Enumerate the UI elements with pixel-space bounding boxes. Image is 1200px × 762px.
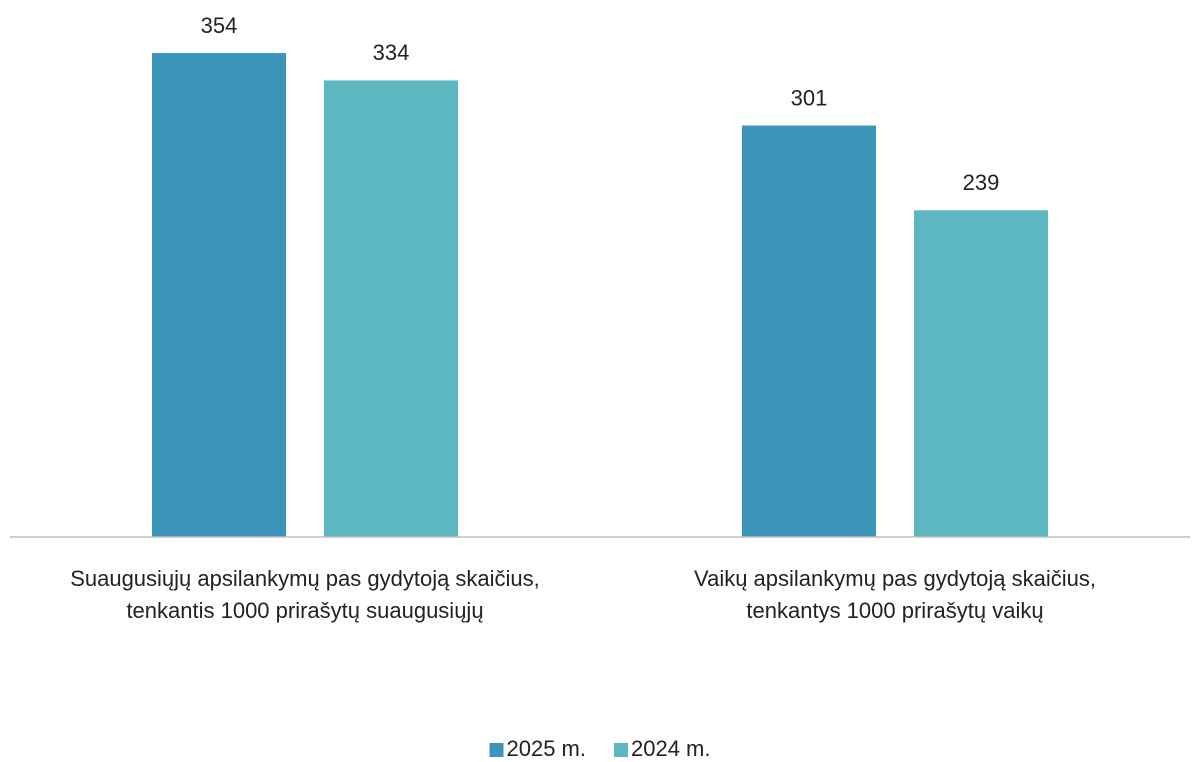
legend-swatch [489, 743, 504, 757]
x-tick-label: Suaugusiųjų apsilankymų pas gydytoją ska… [70, 566, 540, 591]
value-label: 301 [791, 85, 828, 110]
bar [742, 125, 876, 538]
x-tick-label: tenkantis 1000 prirašytų suaugusiųjų [126, 598, 483, 623]
bar [152, 53, 286, 537]
legend-swatch [614, 743, 628, 757]
legend-label: 2024 m. [631, 736, 711, 761]
bar [914, 210, 1048, 538]
value-label: 354 [201, 13, 238, 38]
x-tick-label: Vaikų apsilankymų pas gydytoją skaičius, [694, 566, 1096, 591]
bar [324, 80, 458, 537]
legend-label: 2025 m. [507, 736, 587, 761]
value-label: 334 [373, 40, 410, 65]
x-tick-label: tenkantys 1000 prirašytų vaikų [746, 598, 1043, 623]
legend: 2025 m. 2024 m. [489, 736, 711, 761]
value-label: 239 [963, 170, 1000, 195]
